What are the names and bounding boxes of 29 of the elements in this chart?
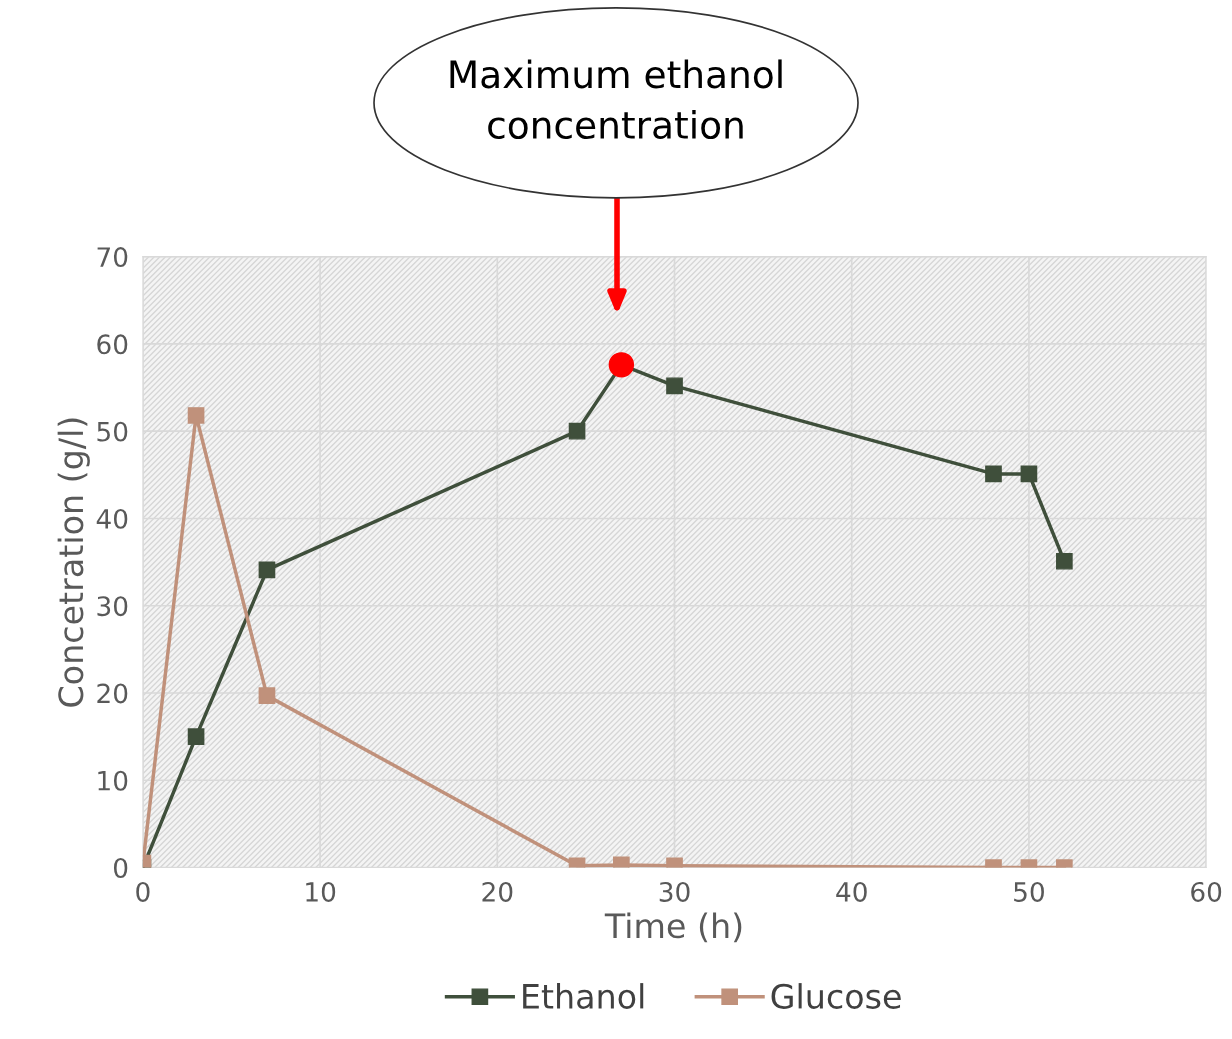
y-tick-label: 70 (97, 247, 128, 268)
point (666, 377, 683, 395)
y-tick-label: 0 (113, 858, 128, 878)
y-tick-label: 10 (98, 770, 128, 791)
x-tick-label: 20 (482, 881, 513, 902)
x-tick-label: 40 (836, 881, 867, 902)
legend-label: Ethanol (523, 983, 644, 1009)
legend-label: Glucose (771, 983, 901, 1009)
y-tick-label: 20 (97, 683, 128, 704)
x-axis-title: Time (h) (604, 912, 742, 943)
point (608, 352, 635, 378)
point (258, 561, 276, 579)
point (1056, 552, 1073, 570)
point (258, 687, 276, 704)
x-tick-label: 50 (1014, 881, 1044, 902)
text: Maximum ethanol concentration (450, 59, 782, 140)
x-tick-label: 60 (1191, 881, 1222, 902)
y-tick-label: 50 (97, 421, 128, 442)
x-tick-label: 30 (659, 881, 690, 902)
point (568, 422, 586, 440)
x-tick-label: 0 (136, 881, 150, 902)
point (1020, 465, 1038, 483)
y-tick-label: 40 (96, 508, 128, 529)
y-tick-label: 30 (97, 596, 128, 617)
y-tick-label: 60 (97, 334, 128, 355)
y-axis-title: Concetration (g/l) (57, 418, 90, 707)
point (187, 407, 205, 424)
x-tick-label: 10 (306, 881, 336, 902)
point (985, 465, 1002, 483)
